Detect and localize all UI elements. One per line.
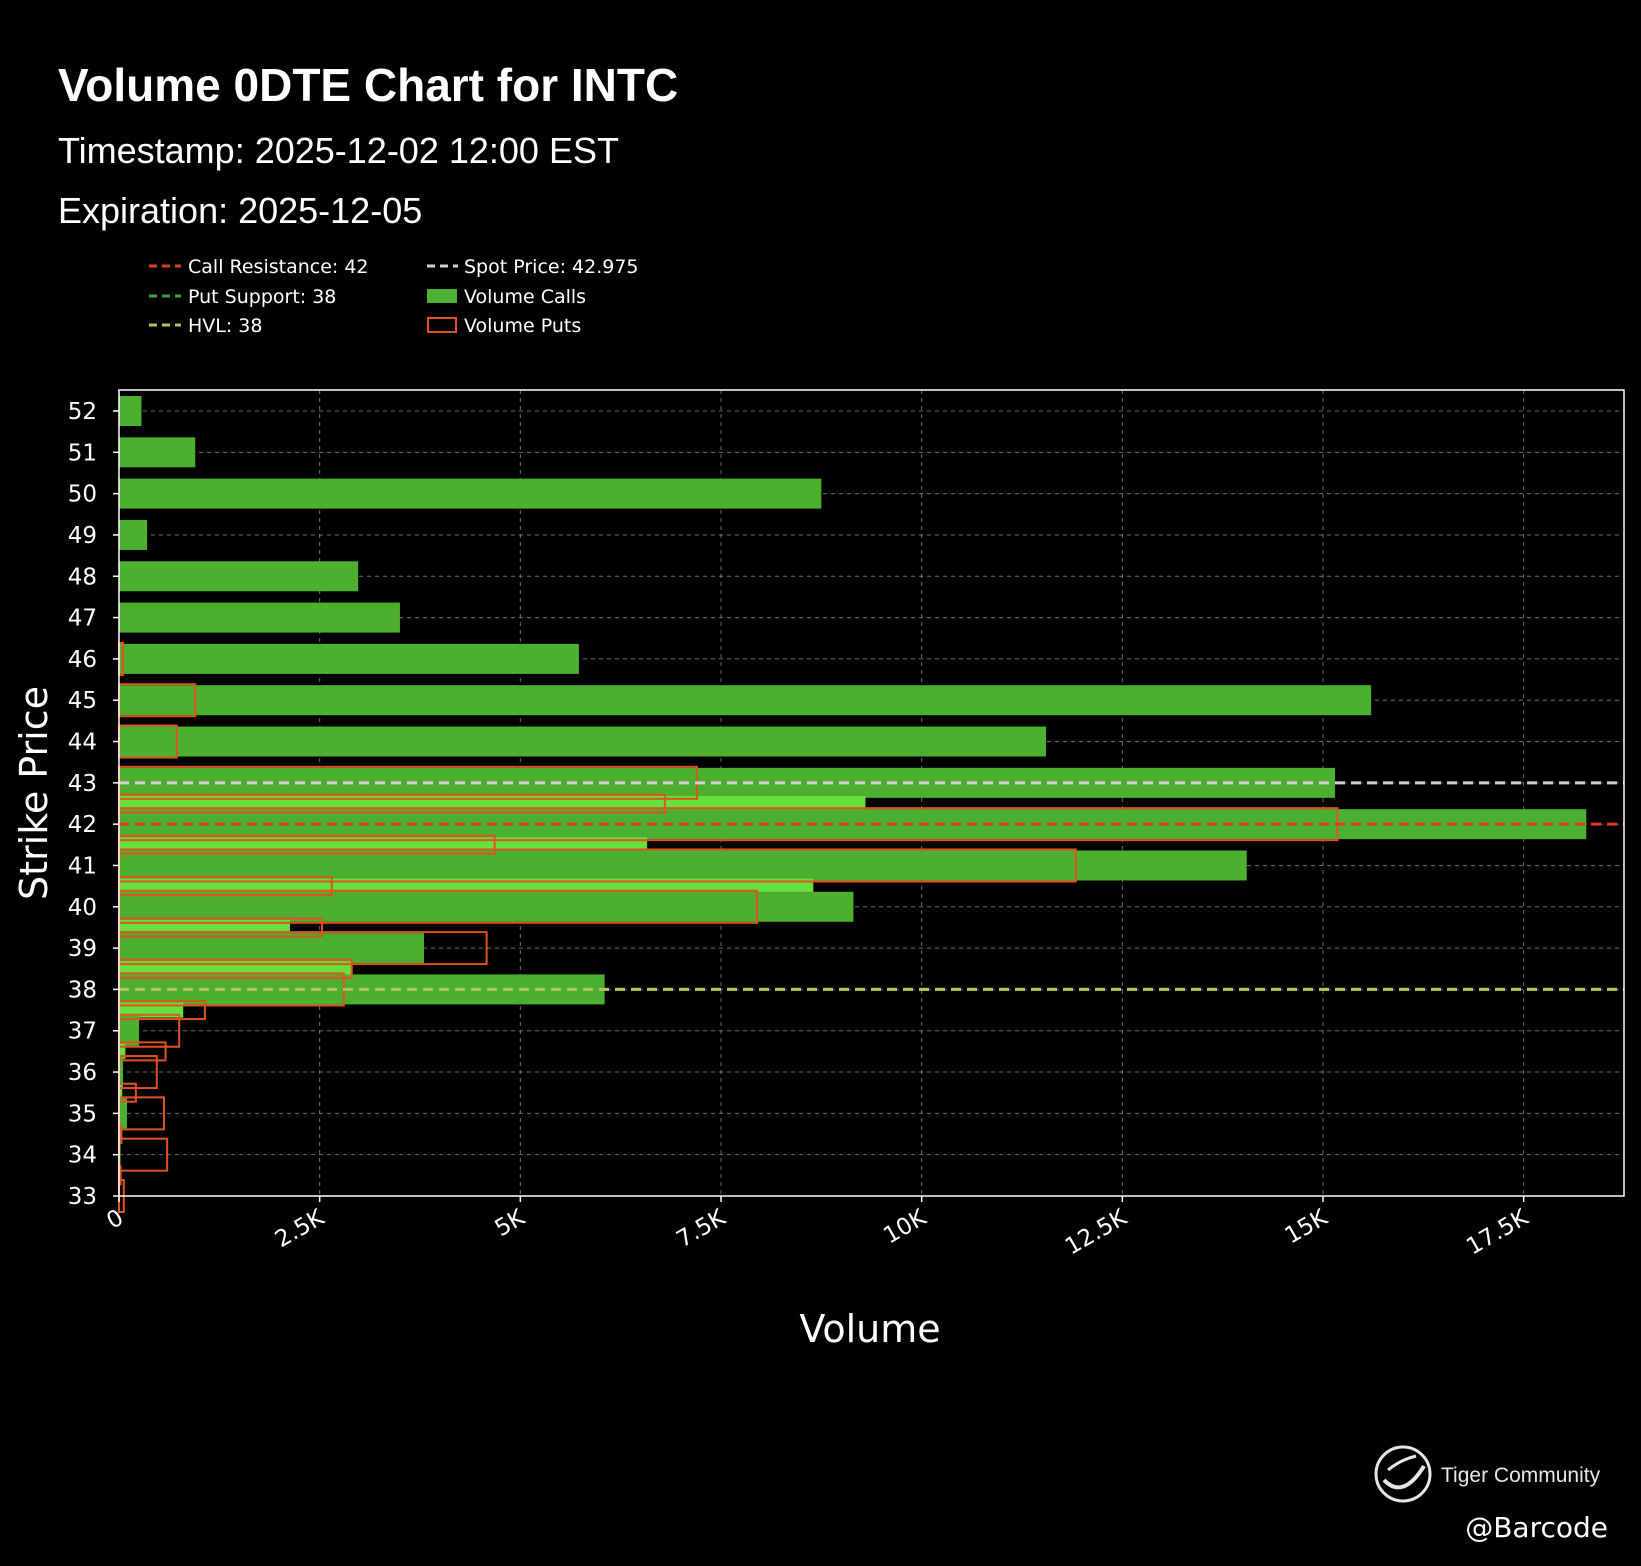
- tiger-community-logo: Tiger Community: [1374, 1445, 1601, 1503]
- legend-volume-calls: Volume Calls: [464, 286, 586, 308]
- x-tick-label: 15K: [1281, 1204, 1333, 1249]
- y-tick-label: 37: [68, 1019, 97, 1045]
- reference-lines: [119, 781, 1624, 991]
- tiger-logo-stripe-2: [1387, 1454, 1417, 1472]
- legend-call-resistance: Call Resistance: 42: [188, 256, 369, 278]
- call-bar: [119, 726, 1047, 757]
- call-bar: [119, 685, 1372, 716]
- call-bar: [119, 437, 196, 468]
- legend-spot-price: Spot Price: 42.975: [464, 256, 639, 278]
- x-tick-label: 12.5K: [1061, 1204, 1132, 1260]
- call-bar: [119, 1057, 124, 1088]
- watermark-handle: @Barcode: [1465, 1511, 1608, 1544]
- x-tick-label: 17.5K: [1462, 1204, 1533, 1260]
- call-bar: [119, 561, 359, 592]
- x-axis-label: Volume: [799, 1307, 940, 1351]
- call-bar: [119, 478, 822, 509]
- y-tick-label: 52: [68, 399, 97, 425]
- y-tick-label: 40: [68, 895, 97, 921]
- y-tick-label: 45: [68, 688, 97, 714]
- y-tick-label: 43: [68, 771, 97, 797]
- call-bar: [119, 891, 854, 922]
- legend-volume-puts: Volume Puts: [464, 315, 581, 337]
- y-tick-label: 35: [68, 1101, 97, 1127]
- timestamp-text: Timestamp: 2025-12-02 12:00 EST: [58, 130, 619, 171]
- x-tick-label: 2.5K: [271, 1204, 330, 1253]
- y-tick-label: 46: [68, 647, 97, 673]
- x-axis-ticks: 0 2.5K 5K 7.5K 10K 12.5K 15K 17.5K: [102, 1196, 1533, 1260]
- call-bar: [119, 809, 1587, 840]
- legend: Call Resistance: 42 Spot Price: 42.975 P…: [149, 256, 639, 337]
- y-tick-label: 36: [68, 1060, 97, 1086]
- call-bar: [119, 602, 400, 633]
- x-tick-label: 10K: [879, 1204, 931, 1249]
- y-tick-label: 50: [68, 482, 97, 508]
- x-tick-label: 5K: [491, 1204, 531, 1242]
- tiger-logo-stripe: [1382, 1464, 1426, 1490]
- y-tick-label: 41: [68, 853, 97, 879]
- call-bar: [119, 850, 1247, 881]
- y-tick-label: 38: [68, 977, 97, 1003]
- call-bar: [119, 1098, 128, 1129]
- y-tick-label: 51: [68, 440, 97, 466]
- plot-frame: [118, 389, 1625, 1197]
- y-axis-ticks: 33 34 35 36 37 38 39 40 41 42 43 44 45 46 47 48 49 50 51 52: [68, 399, 119, 1210]
- tiger-logo-icon: [1374, 1445, 1432, 1503]
- x-tick-label: 7.5K: [672, 1204, 731, 1253]
- legend-swatch-volume-calls: [427, 289, 457, 303]
- call-bar: [119, 396, 142, 426]
- call-bar: [119, 1043, 126, 1059]
- call-bar: [119, 643, 579, 674]
- y-tick-label: 39: [68, 936, 97, 962]
- y-tick-label: 47: [68, 606, 97, 632]
- y-tick-label: 34: [68, 1143, 97, 1169]
- call-bar: [119, 1126, 122, 1142]
- y-tick-label: 33: [68, 1184, 97, 1210]
- chart-title: Volume 0DTE Chart for INTC: [58, 59, 678, 111]
- legend-put-support: Put Support: 38: [188, 286, 336, 308]
- call-bar: [119, 933, 425, 964]
- call-bar: [119, 1085, 123, 1101]
- call-bar: [119, 519, 148, 550]
- legend-swatch-volume-puts: [427, 317, 457, 333]
- expiration-text: Expiration: 2025-12-05: [58, 190, 422, 231]
- y-tick-label: 44: [68, 730, 97, 756]
- calls-bars: [119, 396, 1587, 1211]
- legend-hvl: HVL: 38: [188, 315, 263, 337]
- y-tick-label: 49: [68, 523, 97, 549]
- y-axis-label: Strike Price: [12, 686, 56, 900]
- y-tick-label: 48: [68, 564, 97, 590]
- y-tick-label: 42: [68, 812, 97, 838]
- call-bar: [119, 1015, 140, 1046]
- watermark-brand: Tiger Community: [1441, 1464, 1601, 1487]
